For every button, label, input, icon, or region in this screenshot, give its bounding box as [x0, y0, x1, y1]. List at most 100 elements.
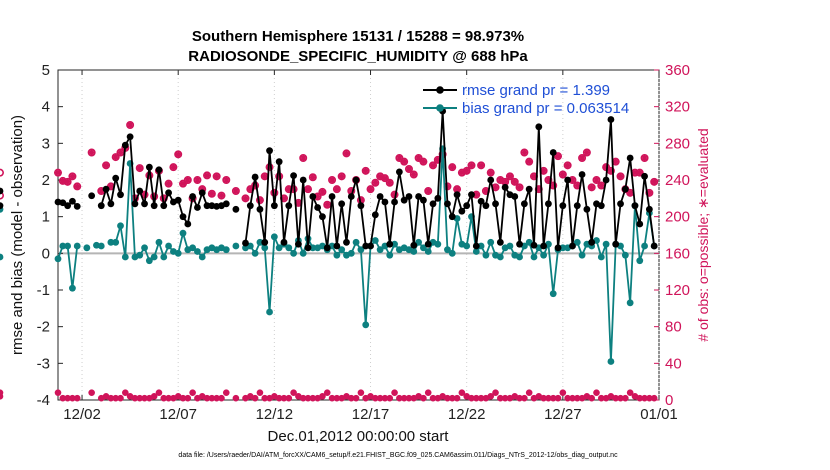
obs-evaluated-marker [597, 181, 605, 190]
obs-rejected-marker [477, 394, 485, 402]
obs-evaluated-marker [208, 190, 216, 198]
obs-rejected-marker [280, 394, 288, 402]
obs-rejected-marker [73, 394, 81, 402]
obs-rejected-marker [650, 394, 658, 402]
obs-rejected-marker [381, 394, 389, 402]
obs-rejected-marker [275, 394, 283, 402]
rmse-point [174, 196, 182, 204]
rmse-point [126, 133, 134, 141]
rmse-point [194, 204, 201, 211]
y-tick-label: 2 [42, 172, 50, 189]
obs-evaluated-marker [477, 161, 485, 169]
obs-rejected-marker [516, 394, 523, 402]
obs-rejected-marker [386, 394, 394, 402]
obs-possible-marker [0, 191, 4, 200]
rmse-point [261, 238, 269, 246]
obs-rejected-marker [559, 389, 567, 396]
bias-point [477, 242, 485, 250]
obs-evaluated-marker [270, 189, 278, 197]
rmse-point [280, 238, 288, 246]
bias-point [444, 246, 451, 254]
obs-rejected-marker [64, 394, 71, 402]
obs-evaluated-marker [573, 181, 581, 190]
obs-rejected-marker [184, 394, 192, 402]
rmse-point [97, 202, 105, 210]
bias-point [299, 249, 307, 257]
obs-rejected-marker [222, 389, 230, 396]
obs-rejected-marker [69, 394, 76, 402]
obs-rejected-marker [0, 389, 4, 396]
rmse-point [299, 176, 307, 184]
bias-point [73, 242, 81, 250]
bias-point [434, 240, 442, 248]
x-tick-label: 12/07 [159, 406, 197, 423]
x-tick-label: 12/02 [63, 406, 101, 423]
obs-rejected-marker [497, 394, 504, 402]
obs-evaluated-marker [246, 185, 254, 193]
obs-evaluated-marker [193, 176, 202, 184]
obs-evaluated-marker [294, 199, 302, 207]
bias-point [386, 251, 394, 259]
obs-rejected-marker [59, 394, 67, 402]
rmse-point [367, 242, 374, 250]
y-axis-right-label: # of obs: o=possible; ∗=evaluated [695, 128, 711, 341]
obs-evaluated-marker [198, 185, 206, 193]
obs-evaluated-marker [73, 182, 81, 191]
y-tick-label: 3 [42, 135, 50, 152]
x-tick-label: 01/01 [640, 406, 678, 423]
y-right-tick-label: 0 [665, 392, 673, 409]
obs-evaluated-marker [501, 178, 509, 186]
obs-evaluated-marker [612, 158, 620, 166]
obs-rejected-marker [256, 389, 264, 396]
obs-rejected-marker [122, 389, 129, 396]
bias-point [626, 299, 634, 307]
y-tick-label: 4 [42, 99, 50, 116]
obs-rejected-marker [333, 394, 341, 402]
rmse-point [569, 242, 576, 250]
bias-point [155, 238, 163, 246]
bias-point [174, 249, 182, 257]
rmse-point [496, 238, 504, 246]
rmse-point [275, 158, 283, 166]
obs-evaluated-marker [472, 191, 480, 199]
obs-evaluated-marker [136, 164, 144, 172]
obs-evaluated-marker [554, 152, 562, 160]
obs-evaluated-marker [405, 165, 413, 173]
obs-rejected-marker [357, 389, 365, 396]
obs-rejected-marker [131, 394, 139, 402]
obs-evaluated-marker [203, 171, 211, 180]
obs-evaluated-marker [578, 154, 586, 162]
rmse-point [602, 176, 610, 184]
rmse-point [381, 198, 389, 206]
bias-point [516, 253, 523, 261]
bias-point [117, 222, 124, 230]
bias-point [496, 253, 504, 261]
obs-evaluated-marker [496, 176, 504, 184]
legend-bias-marker [436, 104, 444, 112]
obs-rejected-marker [376, 394, 384, 402]
obs-evaluated-marker [386, 179, 394, 187]
obs-evaluated-marker [390, 191, 399, 199]
rmse-point [141, 200, 148, 208]
obs-rejected-marker [564, 394, 571, 402]
legend-rmse-marker [436, 86, 444, 94]
obs-rejected-marker [487, 393, 495, 400]
rmse-point [588, 238, 596, 246]
rmse-point [492, 200, 499, 208]
rmse-point [424, 240, 432, 248]
bias-point [371, 237, 379, 244]
bias-point [54, 255, 62, 263]
rmse-point [145, 163, 153, 171]
obs-rejected-marker [554, 394, 562, 402]
obs-evaluated-marker [453, 185, 461, 193]
bias-point [463, 242, 471, 250]
obs-evaluated-marker [150, 192, 158, 201]
obs-evaluated-marker [304, 185, 312, 193]
obs-evaluated-marker [347, 187, 355, 195]
obs-evaluated-marker [366, 185, 375, 193]
rmse-point [583, 205, 591, 213]
obs-evaluated-marker [429, 161, 437, 169]
obs-evaluated-marker [434, 156, 442, 164]
rmse-point [472, 242, 480, 250]
